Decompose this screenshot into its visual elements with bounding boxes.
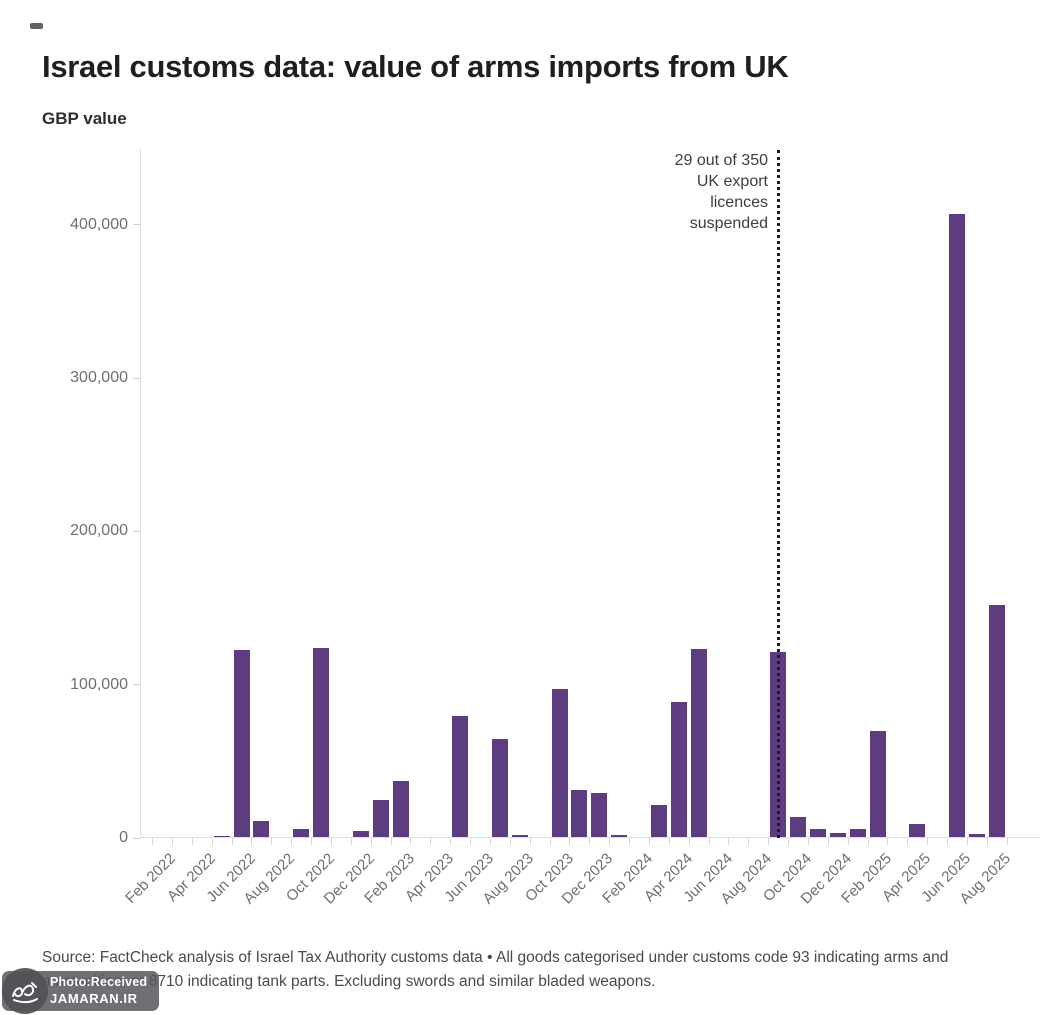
bar-may-2023 <box>452 715 469 837</box>
bar-dec-2023 <box>591 792 608 837</box>
page-title: Israel customs data: value of arms impor… <box>42 48 789 84</box>
bar-dec-2024 <box>829 833 846 837</box>
x-tick <box>668 838 670 845</box>
x-tick <box>231 838 233 845</box>
x-tick <box>629 838 631 845</box>
bar-oct-2023 <box>551 689 568 837</box>
x-tick <box>171 838 173 845</box>
x-tick <box>470 838 472 845</box>
suspension-event-line <box>776 150 780 838</box>
x-tick <box>807 838 809 845</box>
y-tick-label: 200,000 <box>70 522 128 540</box>
x-tick <box>847 838 849 845</box>
x-tick <box>569 838 571 845</box>
bar-jul-2022 <box>253 820 270 837</box>
watermark-artifact <box>30 23 43 29</box>
x-tick <box>370 838 372 845</box>
bar-apr-2024 <box>670 702 687 837</box>
x-tick <box>748 838 750 845</box>
bar-jan-2023 <box>372 800 389 837</box>
x-tick <box>947 838 949 845</box>
bar-jun-2022 <box>233 649 250 837</box>
bar-jan-2025 <box>849 828 866 837</box>
x-tick <box>410 838 412 845</box>
x-tick <box>549 838 551 845</box>
bar-feb-2025 <box>869 731 886 837</box>
bar-aug-2025 <box>988 604 1005 837</box>
y-tick-label: 300,000 <box>70 369 128 386</box>
x-tick <box>907 838 909 845</box>
y-tick <box>133 377 140 379</box>
x-tick <box>509 838 511 845</box>
bar-oct-2022 <box>313 647 329 837</box>
y-tick <box>133 224 140 226</box>
x-tick <box>311 838 313 845</box>
bar-jul-2025 <box>968 833 985 837</box>
bar-jun-2025 <box>949 214 965 837</box>
y-tick <box>133 837 140 839</box>
x-tick <box>450 838 452 845</box>
bar-jan-2024 <box>611 834 628 837</box>
x-tick <box>827 838 829 845</box>
x-tick <box>648 838 650 845</box>
bar-aug-2023 <box>511 835 528 837</box>
bar-dec-2022 <box>352 831 369 837</box>
x-axis-line <box>140 837 1040 838</box>
bar-apr-2025 <box>909 823 926 837</box>
watermark-line1: Photo:Received <box>50 975 148 990</box>
y-axis-title: GBP value <box>42 109 127 128</box>
bar-oct-2024 <box>790 817 806 837</box>
x-tick <box>390 838 392 845</box>
x-tick <box>430 838 432 845</box>
suspension-annotation: 29 out of 350 UK export licences suspend… <box>674 152 768 233</box>
bar-jul-2023 <box>491 738 508 837</box>
x-tick <box>768 838 770 845</box>
bar-feb-2023 <box>392 781 409 837</box>
x-tick <box>330 838 332 845</box>
y-tick <box>133 530 140 532</box>
x-tick <box>688 838 690 845</box>
y-tick-label: 100,000 <box>70 675 128 693</box>
watermark-badge: Photo:Received JAMARAN.IR <box>2 968 160 1014</box>
bar-may-2024 <box>690 649 707 837</box>
x-tick <box>251 838 253 845</box>
x-tick <box>887 838 889 845</box>
x-tick <box>191 838 193 845</box>
x-tick <box>529 838 531 845</box>
x-tick <box>966 838 968 845</box>
x-tick <box>788 838 790 845</box>
y-axis-line <box>140 148 141 838</box>
x-tick <box>708 838 710 845</box>
y-tick-label: 400,000 <box>70 215 128 233</box>
x-tick <box>152 838 154 845</box>
x-tick <box>728 838 730 845</box>
bar-mar-2024 <box>650 804 667 837</box>
bar-nov-2023 <box>571 790 588 837</box>
x-tick <box>489 838 491 845</box>
x-tick <box>271 838 273 845</box>
x-tick <box>211 838 213 845</box>
x-tick <box>927 838 929 845</box>
x-tick <box>867 838 869 845</box>
x-tick <box>986 838 988 845</box>
source-note: Source: FactCheck analysis of Israel Tax… <box>42 949 949 991</box>
bar-chart-plot-area: 0 100,000 200,000 300,000 400,000 Feb 2022 Ap… <box>70 148 1040 907</box>
x-tick <box>350 838 352 845</box>
y-tick-label: 0 <box>119 829 128 846</box>
bar-may-2022 <box>213 835 230 837</box>
bar-nov-2024 <box>809 828 826 837</box>
watermark-line2: JAMARAN.IR <box>50 990 138 1006</box>
x-tick <box>291 838 293 845</box>
jamaran-logo-icon <box>2 968 48 1014</box>
y-tick <box>133 684 140 686</box>
x-tick <box>1006 838 1008 845</box>
x-tick <box>609 838 611 845</box>
x-tick <box>589 838 591 845</box>
bar-sep-2022 <box>293 829 310 837</box>
